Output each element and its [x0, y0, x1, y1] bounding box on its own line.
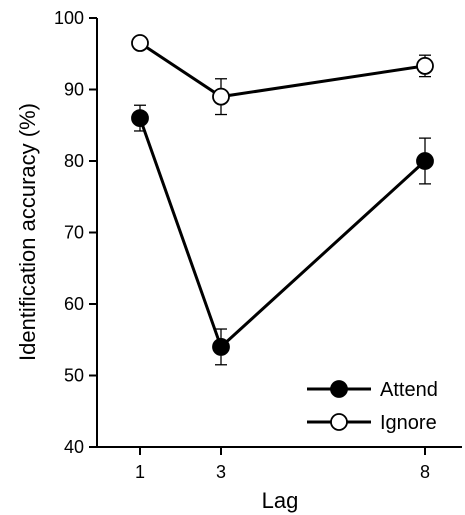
y-tick-label: 70 — [64, 223, 84, 243]
data-point — [131, 34, 149, 52]
data-point — [416, 57, 434, 75]
y-tick-label: 90 — [64, 80, 84, 100]
x-ticks: 1 3 8 — [135, 447, 430, 482]
x-axis-label: Lag — [262, 488, 299, 513]
legend-label: Ignore — [380, 412, 437, 434]
y-ticks: 40 50 60 70 80 90 100 — [54, 8, 97, 457]
legend-marker — [330, 380, 348, 398]
x-tick-label: 8 — [420, 462, 430, 482]
y-axis-label: Identification accuracy (%) — [15, 103, 40, 361]
data-point — [212, 337, 230, 356]
y-tick-label: 80 — [64, 151, 84, 171]
series-line — [138, 117, 427, 350]
y-tick-label: 50 — [64, 366, 84, 386]
legend-marker — [330, 413, 348, 431]
y-tick-label: 40 — [64, 437, 84, 457]
series-line — [139, 41, 426, 99]
data-point — [131, 109, 149, 127]
plot-area — [131, 34, 434, 366]
data-point — [416, 152, 434, 170]
legend-label: Attend — [380, 379, 438, 401]
series-ignore — [131, 34, 434, 116]
x-tick-label: 1 — [135, 462, 145, 482]
x-tick-label: 3 — [216, 462, 226, 482]
series-attend — [131, 104, 434, 366]
legend: Attend Ignore — [307, 379, 438, 434]
y-tick-label: 100 — [54, 8, 84, 28]
y-tick-label: 60 — [64, 294, 84, 314]
data-point — [212, 87, 230, 106]
